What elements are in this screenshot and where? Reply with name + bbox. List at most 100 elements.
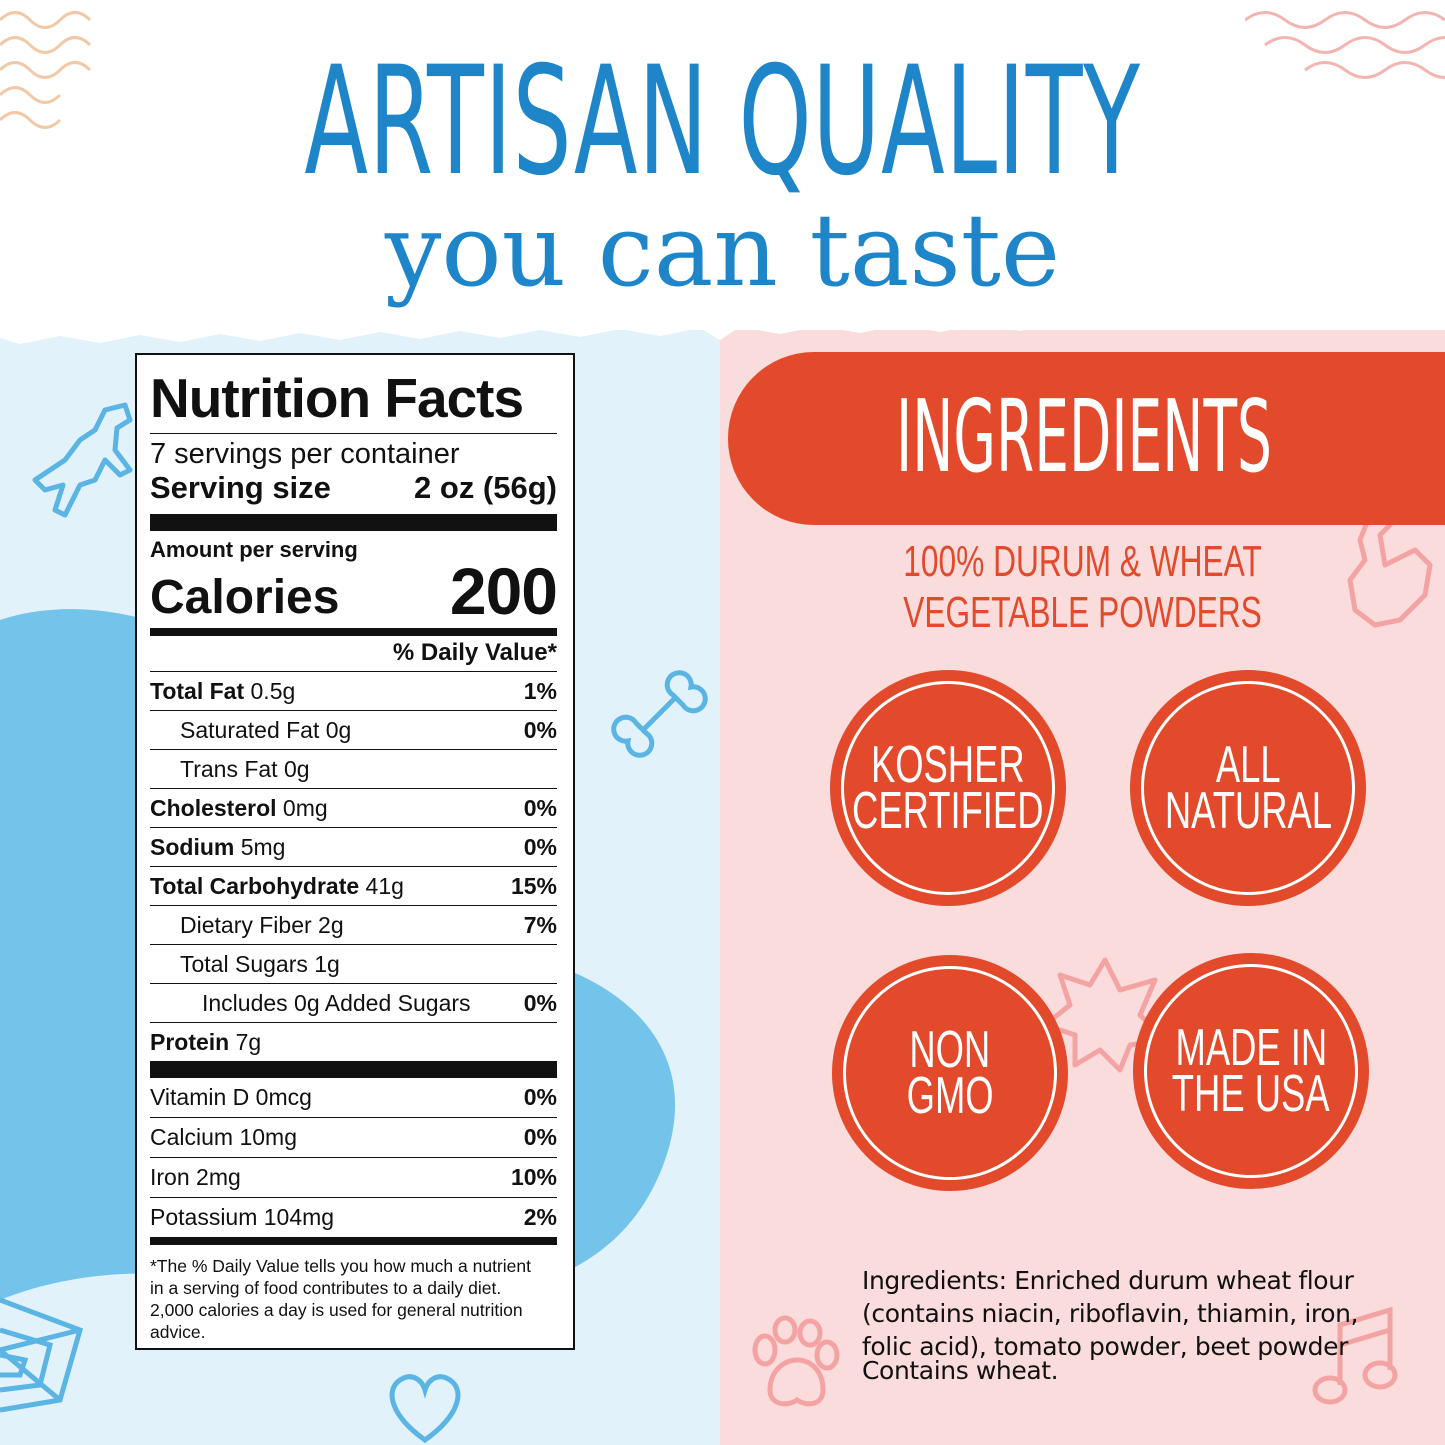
serving-size: Serving size 2 oz (56g) — [150, 470, 557, 506]
subtitle-line-2: VEGETABLE POWDERS — [903, 588, 1262, 637]
nutrient-percent: 7% — [523, 911, 557, 938]
subtitle-line-1: 100% DURUM & WHEAT — [903, 537, 1262, 586]
servings-per-container: 7 servings per container — [150, 438, 460, 470]
vitamin-row: Iron 2mg 10% — [150, 1157, 557, 1197]
nutrient-name: Sodium — [150, 833, 235, 860]
vitamin-name: Calcium 10mg — [150, 1124, 297, 1150]
wavy-lines-icon — [0, 11, 92, 129]
bone-icon — [611, 670, 708, 758]
badge-line: MADE IN — [1175, 1019, 1327, 1077]
nutrient-name: Trans Fat 0g — [180, 755, 310, 782]
calories-label: Calories — [150, 571, 340, 624]
nutrient-percent: 0% — [523, 833, 557, 860]
daily-value-footnote: *The % Daily Value tells you how much a … — [150, 1255, 557, 1343]
badge-line: NATURAL — [1164, 782, 1332, 840]
nutrient-row: Total Sugars 1g — [150, 944, 557, 983]
nutrient-name: Includes 0g Added Sugars — [202, 989, 471, 1016]
headline-title: ARTISAN QUALITY — [304, 35, 1141, 209]
badge-line: GMO — [906, 1067, 994, 1125]
divider — [150, 628, 557, 636]
nutrient-name: Total Sugars 1g — [180, 950, 340, 977]
footnote-line: advice. — [150, 1322, 206, 1342]
non-gmo-badge: NON GMO — [832, 955, 1068, 1191]
daily-value-header: % Daily Value* — [392, 639, 557, 666]
footnote-line: in a serving of food contributes to a da… — [150, 1278, 502, 1298]
dinosaur-icon — [32, 402, 133, 518]
vitamin-percent: 0% — [523, 1084, 557, 1110]
vitamin-name: Potassium 104mg — [150, 1204, 335, 1230]
vitamin-row: Vitamin D 0mcg 0% — [150, 1078, 557, 1117]
ingredients-list: Ingredients: Enriched durum wheat flour … — [862, 1264, 1362, 1363]
calories-row: Calories 200 — [150, 554, 558, 628]
flower-icon — [1042, 957, 1168, 1073]
nutrient-name: Protein — [150, 1028, 230, 1055]
nutrient-name: Total Fat — [150, 677, 245, 704]
ingredients-line: (contains niacin, riboflavin, thiamin, i… — [862, 1299, 1359, 1328]
nutrient-row: Sodium 5mg 0% — [150, 827, 557, 866]
vitamin-percent: 10% — [510, 1164, 557, 1190]
torn-paper-header — [0, 0, 1445, 344]
nutrient-percent: 0% — [523, 716, 557, 743]
badge-line: CERTIFIED — [852, 782, 1044, 840]
nutrient-percent: 0% — [523, 794, 557, 821]
divider — [150, 1061, 557, 1078]
nutrient-row: Saturated Fat 0g 0% — [150, 710, 557, 749]
spiderweb-icon — [0, 1297, 84, 1413]
vitamin-name: Iron 2mg — [150, 1164, 241, 1190]
divider — [150, 514, 557, 531]
made-in-usa-badge: MADE IN THE USA — [1133, 953, 1369, 1189]
vitamin-row: Potassium 104mg 2% — [150, 1197, 557, 1237]
footnote-line: 2,000 calories a day is used for general… — [150, 1300, 523, 1320]
allergen-statement: Contains wheat. — [862, 1356, 1059, 1385]
nutrient-row: Total Carbohydrate 41g 15% — [150, 866, 557, 905]
nutrient-percent: 1% — [523, 677, 557, 704]
heart-outline-icon — [389, 1374, 461, 1444]
nutrition-facts-title: Nutrition Facts — [150, 367, 524, 429]
rooster-icon — [1347, 507, 1433, 628]
calories-value: 200 — [449, 554, 558, 628]
headline-subtitle: you can taste — [384, 192, 1061, 309]
nutrient-name: Saturated Fat 0g — [180, 716, 352, 743]
nutrient-row: Protein 7g — [150, 1022, 557, 1061]
vitamin-name: Vitamin D 0mcg — [150, 1084, 312, 1110]
nutrient-row: Trans Fat 0g — [150, 749, 557, 788]
nutrient-amount: 41g — [359, 872, 404, 899]
ingredients-line: folic acid), tomato powder, beet powder — [862, 1332, 1348, 1361]
badge-line: THE USA — [1172, 1065, 1330, 1123]
badge-line: NON — [909, 1021, 991, 1079]
nutrient-row: Cholesterol 0mg 0% — [150, 788, 557, 827]
all-natural-badge: ALL NATURAL — [1130, 670, 1366, 906]
kosher-certified-badge: KOSHER CERTIFIED — [830, 670, 1066, 906]
nutrient-percent: 0% — [523, 989, 557, 1016]
nutrient-row: Dietary Fiber 2g 7% — [150, 905, 557, 944]
nutrient-row: Includes 0g Added Sugars 0% — [150, 983, 557, 1022]
nutrient-name: Cholesterol — [150, 794, 277, 821]
nutrient-amount: 0.5g — [244, 677, 296, 704]
serving-size-label: Serving size — [150, 470, 331, 505]
footnote-line: *The % Daily Value tells you how much a … — [150, 1256, 531, 1276]
nutrient-amount: 5mg — [234, 833, 286, 860]
nutrient-name: Total Carbohydrate — [150, 872, 360, 899]
vitamin-percent: 0% — [523, 1124, 557, 1150]
vitamin-row: Calcium 10mg 0% — [150, 1117, 557, 1157]
divider — [150, 1237, 557, 1245]
ingredients-banner: INGREDIENTS — [728, 352, 1445, 525]
badge-line: ALL — [1215, 736, 1281, 794]
amount-per-serving: Amount per serving — [150, 537, 358, 562]
ingredients-banner-title: INGREDIENTS — [896, 378, 1272, 495]
music-note-icon — [1312, 1306, 1398, 1405]
serving-size-value: 2 oz (56g) — [414, 470, 557, 505]
paw-icon — [752, 1315, 840, 1407]
badge-line: KOSHER — [871, 736, 1025, 794]
ingredients-line: Ingredients: Enriched durum wheat flour — [862, 1266, 1354, 1295]
nutrient-row: Total Fat 0.5g 1% — [150, 671, 557, 710]
vitamin-percent: 2% — [523, 1204, 557, 1230]
nutrient-amount: 0mg — [276, 794, 328, 821]
nutrient-percent: 15% — [510, 872, 557, 899]
divider — [150, 433, 557, 434]
nutrition-facts-label: Nutrition Facts 7 servings per container… — [135, 353, 575, 1350]
nutrient-amount: 7g — [229, 1028, 262, 1055]
wavy-lines-icon — [1245, 11, 1445, 79]
nutrient-name: Dietary Fiber 2g — [180, 911, 344, 938]
